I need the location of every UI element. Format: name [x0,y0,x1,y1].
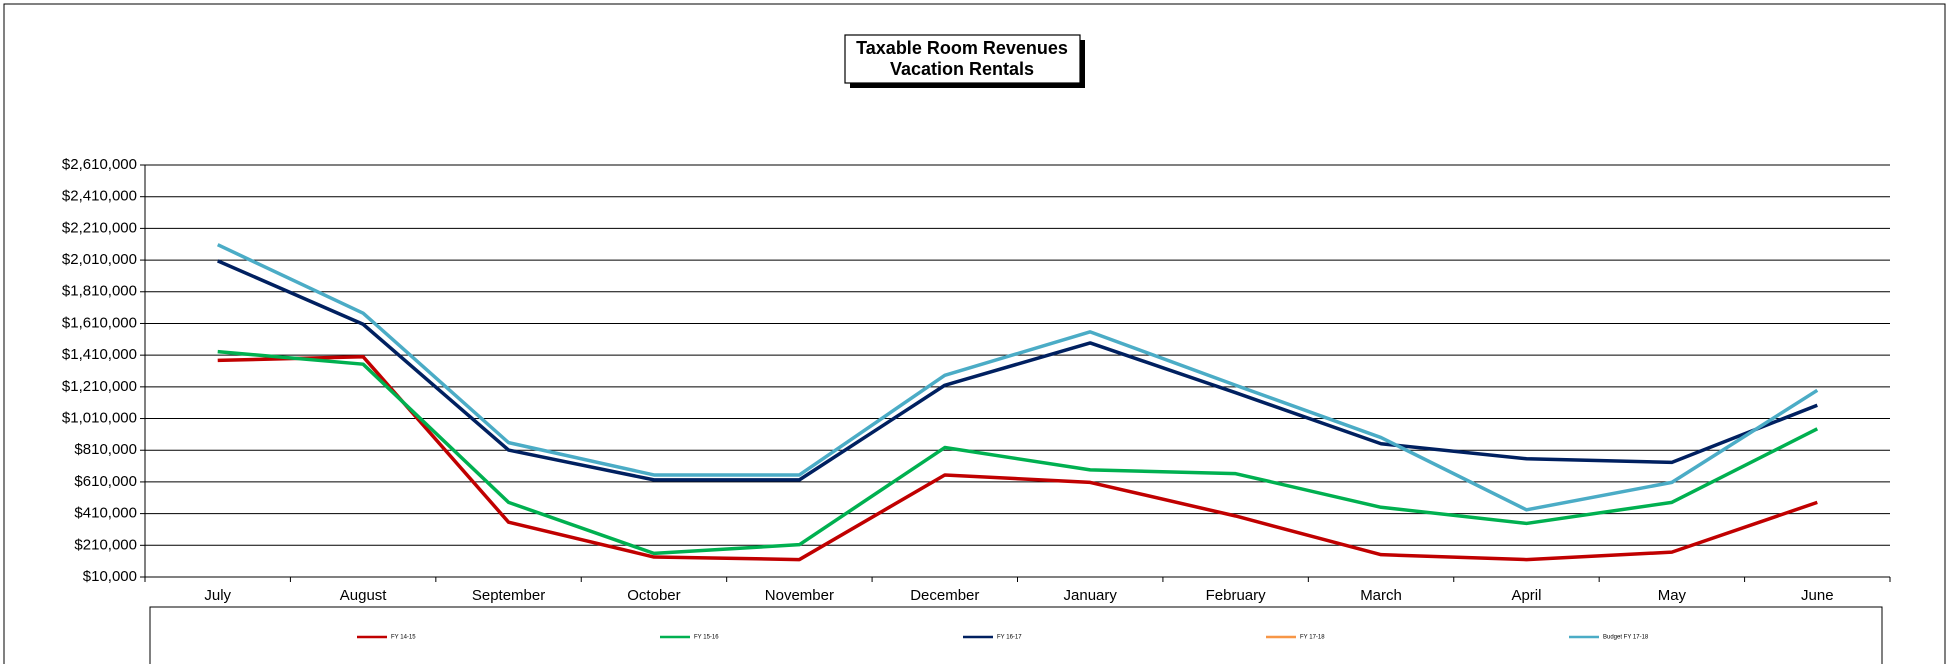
y-tick-label: $1,010,000 [62,410,137,427]
chart-title: Taxable Room Revenues [856,38,1068,58]
y-tick-label: $210,000 [74,536,137,553]
x-tick-label: March [1360,587,1402,604]
x-tick-label: June [1801,587,1834,604]
legend-label: FY 16-17 [997,635,1022,641]
legend-box [149,606,1883,664]
y-tick-label: $810,000 [74,441,137,458]
y-tick-label: $2,410,000 [62,188,137,205]
legend-label: FY 14-15 [391,635,416,641]
chart-subtitle: Vacation Rentals [890,59,1034,79]
x-tick-label: December [910,587,979,604]
x-tick-label: September [472,587,545,604]
x-tick-label: November [765,587,834,604]
x-tick-label: August [340,587,388,604]
legend-label: FY 17-18 [1300,635,1325,641]
x-tick-label: January [1064,587,1118,604]
y-tick-label: $10,000 [83,568,137,585]
chart-border [3,3,1946,664]
y-tick-label: $410,000 [74,505,137,522]
legend-label: FY 15-16 [694,635,719,641]
y-tick-label: $2,610,000 [62,156,137,173]
y-tick-label: $1,410,000 [62,346,137,363]
title-box [844,34,1081,84]
x-tick-label: October [627,587,680,604]
y-tick-label: $1,210,000 [62,378,137,395]
series-line [217,349,1819,556]
y-tick-label: $1,610,000 [62,314,137,331]
y-tick-label: $1,810,000 [62,283,137,300]
y-tick-label: $2,210,000 [62,219,137,236]
x-tick-label: February [1206,587,1267,604]
y-tick-label: $610,000 [74,473,137,490]
series-line [216,243,1819,512]
legend-label: Budget FY 17-18 [1603,635,1649,641]
x-tick-label: July [204,587,231,604]
y-tick-label: $2,010,000 [62,251,137,268]
x-tick-label: April [1511,587,1541,604]
series-line [217,354,1818,562]
x-tick-label: May [1658,587,1687,604]
series-line [217,259,1818,482]
